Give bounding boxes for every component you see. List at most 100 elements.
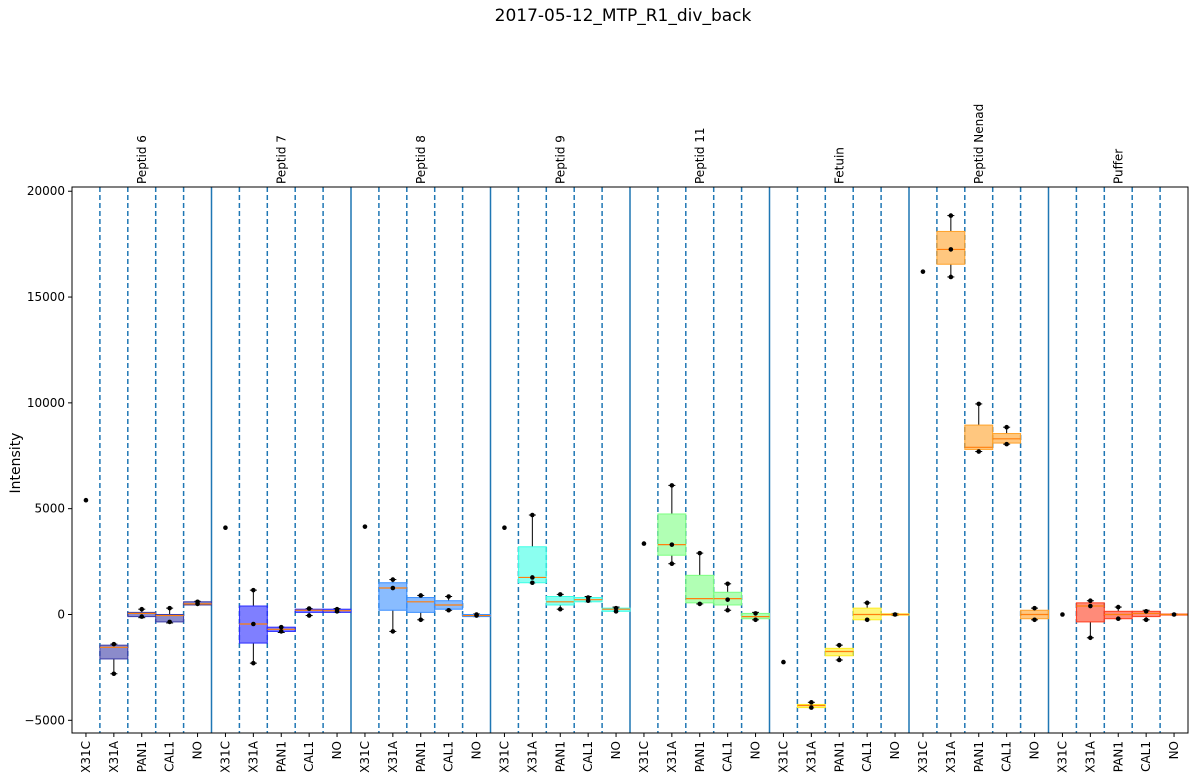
box-no [322, 606, 352, 614]
box-pan1 [406, 593, 436, 623]
x-tick-label: X31C [497, 741, 511, 773]
data-point [167, 619, 172, 625]
data-point [530, 512, 535, 518]
x-tick-label: PAN1 [1111, 741, 1125, 772]
box-pan1 [685, 550, 715, 607]
x-tick-label: X31A [386, 740, 400, 772]
box-cal1 [573, 595, 603, 604]
data-point [278, 624, 284, 630]
plot-area: Peptid 6 Peptid 7 Peptid 8 Peptid 9 Peptid 1… [83, 104, 1189, 733]
data-point [390, 629, 396, 634]
data-point [669, 561, 675, 566]
box-body [964, 424, 994, 450]
x-tick-label: X31A [944, 740, 958, 772]
x-tick-label: PAN1 [414, 741, 428, 772]
x-tick-label: CAL1 [442, 741, 456, 772]
plot-frame [71, 186, 1189, 734]
box-cal1 [852, 600, 882, 623]
data-point [1143, 609, 1149, 614]
data-point [167, 605, 172, 611]
x-tick-label: NO [1167, 741, 1181, 759]
data-point [474, 613, 479, 618]
data-point [1004, 441, 1009, 447]
data-point [251, 621, 256, 627]
data-point [585, 598, 591, 604]
data-point [139, 606, 145, 612]
data-point [1115, 616, 1121, 622]
group-label: Peptid Nenad [972, 104, 986, 184]
data-point [669, 483, 675, 488]
box-body [406, 597, 436, 613]
box-x31c [83, 497, 89, 503]
data-point [530, 580, 535, 586]
box-x31a [796, 700, 826, 710]
box-pan1 [127, 606, 157, 619]
x-tick-label: PAN1 [832, 741, 846, 772]
data-point [251, 660, 256, 666]
x-tick-label: CAL1 [860, 741, 874, 772]
data-point [306, 613, 312, 618]
box-no [880, 612, 910, 617]
x-tick-label: NO [330, 741, 344, 759]
data-point [334, 609, 340, 614]
data-point [641, 541, 647, 546]
x-tick-label: X31C [358, 741, 372, 773]
data-point [920, 269, 926, 274]
y-axis-label: Intensity [8, 433, 24, 494]
data-point [725, 597, 730, 602]
box-x31c [362, 524, 368, 529]
data-point [1088, 635, 1093, 641]
data-point [390, 577, 396, 582]
box-x31a [378, 577, 408, 634]
x-tick-label: X31C [916, 741, 930, 773]
y-tick-label: 0 [57, 607, 65, 621]
box-cal1 [294, 606, 324, 618]
data-point [557, 592, 563, 597]
group-label: Peptid 6 [135, 135, 149, 184]
box-x31a [1075, 598, 1105, 641]
box-no [1020, 605, 1049, 623]
data-point [836, 642, 842, 648]
x-tick-label: X31C [79, 741, 93, 773]
x-tick-label: CAL1 [163, 741, 177, 772]
box-cal1 [992, 424, 1022, 447]
group-label: Peptid 9 [553, 135, 567, 184]
box-pan1 [545, 592, 575, 612]
x-tick-label: PAN1 [693, 741, 707, 772]
data-point [195, 601, 200, 607]
data-point [864, 600, 870, 606]
data-point [697, 550, 703, 556]
data-point [111, 671, 117, 677]
data-point [418, 617, 424, 623]
data-point [139, 614, 145, 619]
chart-title: 2017-05-12_MTP_R1_div_back [495, 6, 752, 26]
data-point [502, 525, 507, 531]
x-tick-label: NO [470, 741, 484, 759]
data-point [669, 542, 675, 547]
box-cal1 [1131, 609, 1161, 623]
x-tick-label: X31C [218, 741, 232, 773]
x-tick-label: X31C [1055, 741, 1069, 773]
data-point [83, 497, 89, 503]
data-point [725, 607, 730, 613]
data-point [781, 659, 786, 665]
data-point [697, 601, 703, 607]
data-point [753, 617, 758, 623]
data-point [362, 524, 368, 529]
x-tick-label: X31A [107, 740, 121, 772]
y-tick-label: 10000 [27, 396, 65, 410]
data-point [1088, 598, 1093, 604]
data-point [1088, 603, 1093, 609]
x-tick-label: X31A [1083, 740, 1097, 772]
box-cal1 [434, 594, 464, 613]
data-point [1115, 604, 1121, 610]
box-x31a [517, 512, 547, 586]
x-tick-label: X31C [776, 741, 790, 773]
box-pan1 [266, 624, 296, 634]
x-tick-label: X31A [246, 740, 260, 772]
data-point [864, 617, 870, 623]
data-point [418, 593, 424, 598]
data-point [809, 700, 814, 705]
box-cal1 [713, 581, 743, 613]
x-tick-label: PAN1 [553, 741, 567, 772]
